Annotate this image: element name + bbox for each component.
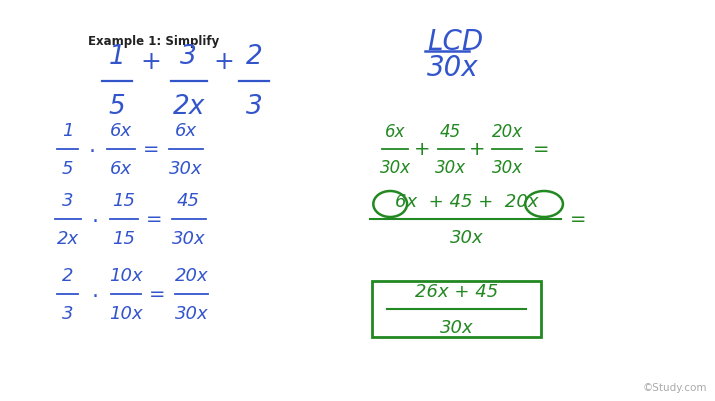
Text: 15: 15	[112, 192, 136, 209]
Text: =: =	[143, 140, 159, 159]
Text: 45: 45	[177, 192, 200, 209]
Text: 2x: 2x	[172, 94, 204, 120]
Text: 5: 5	[109, 94, 126, 120]
Text: 6x: 6x	[174, 122, 197, 140]
Text: 10x: 10x	[109, 266, 143, 284]
Text: +: +	[140, 50, 162, 74]
Text: 30x: 30x	[174, 304, 209, 322]
Text: 30x: 30x	[440, 318, 473, 336]
Text: =: =	[149, 285, 165, 304]
Text: +: +	[469, 140, 485, 159]
Text: Example 1: Simplify: Example 1: Simplify	[88, 35, 220, 49]
Text: 6x: 6x	[110, 160, 132, 178]
Text: ·: ·	[92, 211, 99, 231]
Text: =: =	[570, 210, 586, 229]
Bar	[373, 281, 541, 337]
Text: +: +	[213, 50, 234, 74]
Text: 20x: 20x	[174, 266, 209, 284]
Text: ·: ·	[92, 286, 99, 306]
Text: ·: ·	[89, 142, 96, 162]
Text: ©Study.com: ©Study.com	[643, 382, 707, 392]
Text: 15: 15	[112, 229, 136, 247]
Text: =: =	[533, 140, 549, 159]
Text: 30x: 30x	[492, 159, 523, 176]
Text: LCD: LCD	[427, 28, 483, 56]
Text: 10x: 10x	[109, 304, 143, 322]
Text: 30x: 30x	[435, 159, 466, 176]
Text: 3: 3	[246, 94, 262, 120]
Text: 30x: 30x	[450, 229, 483, 246]
Text: 3: 3	[61, 304, 73, 322]
Text: 6x: 6x	[110, 122, 132, 140]
Text: 6x  + 45 +  20x: 6x + 45 + 20x	[395, 192, 538, 211]
Text: 30x: 30x	[169, 160, 202, 178]
Text: 1: 1	[109, 44, 126, 70]
Text: +: +	[414, 140, 430, 159]
Text: 2: 2	[246, 44, 262, 70]
Text: 5: 5	[61, 160, 73, 178]
Text: =: =	[146, 210, 162, 229]
Text: 6x: 6x	[385, 123, 405, 141]
Text: 30x: 30x	[427, 54, 478, 82]
Text: 2x: 2x	[56, 229, 79, 247]
Text: 26x + 45: 26x + 45	[415, 282, 498, 300]
Text: 30x: 30x	[172, 229, 205, 247]
Text: 3: 3	[61, 192, 73, 209]
Text: 20x: 20x	[492, 123, 523, 141]
Text: 1: 1	[61, 122, 73, 140]
Text: 2: 2	[61, 266, 73, 284]
Text: 45: 45	[440, 123, 461, 141]
Text: 30x: 30x	[380, 159, 410, 176]
Text: 3: 3	[180, 44, 197, 70]
